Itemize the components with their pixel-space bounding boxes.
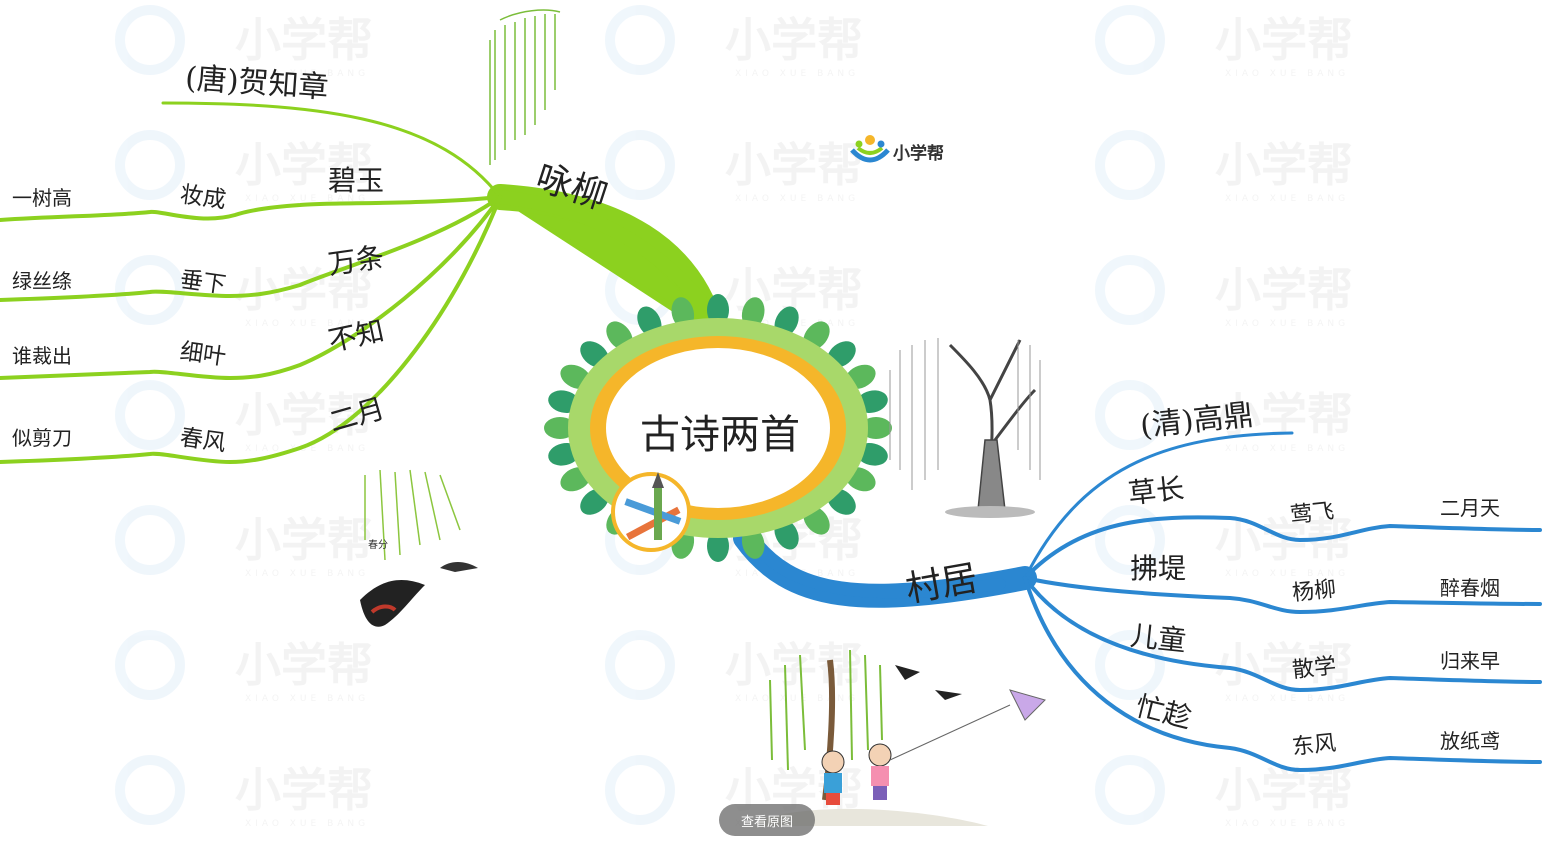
poem2-labels: 村居 (清)高鼎 草长 莺飞 二月天 拂堤 杨柳 醉春烟 儿童 散学 归来早 忙… [903,398,1500,761]
poem2-title: 村居 [903,558,981,611]
poem2-branches [733,431,1542,773]
poem1-line4-third: 似剪刀 [12,426,72,450]
author-branch-line-2 [1023,431,1294,580]
poem1-line3-first: 不知 [325,314,387,358]
view-original-button[interactable]: 查看原图 [719,804,815,836]
center-node: 古诗两首 [544,294,892,562]
poem2-line1-second: 莺飞 [1289,499,1335,528]
logo-mark-icon [850,135,890,163]
poem1-line2-second: 垂下 [178,267,227,299]
poem2-line2-first: 拂堤 [1130,552,1186,585]
center-petal [707,294,729,326]
poem1-line3-third: 谁裁出 [12,344,72,368]
author-branch-line [161,101,502,199]
center-title: 古诗两首 [640,412,800,458]
swallow-illustration: 春分 [360,469,478,627]
poem2-line2-third: 醉春烟 [1440,576,1500,600]
poem2-line4-third: 放纸鸢 [1440,729,1500,753]
poem2-line4-first: 忙趁 [1133,689,1195,735]
poem2-line3-first: 儿童 [1129,619,1188,658]
poem2-line3-third: 归来早 [1440,649,1500,673]
center-petal [707,530,729,562]
kite-icon [1009,689,1046,721]
willow-tree-illustration [889,338,1041,518]
poem2-line1-third: 二月天 [1440,496,1500,520]
logo-text: 小学帮 [893,143,944,164]
brush-icon [611,472,691,552]
poem2-line2-second: 杨柳 [1291,577,1337,606]
center-petal [544,417,576,439]
poem2-line1-first: 草长 [1127,472,1186,511]
spring-equinox-label: 春分 [368,539,388,551]
poem1-branches [0,101,725,465]
poem1-line2-third: 绿丝绦 [12,269,72,293]
poem1-line4-second: 春风 [178,425,227,457]
poem2-line4-second: 东风 [1291,731,1337,760]
poem1-line1-first: 碧玉 [328,164,384,197]
center-petal [860,417,892,439]
poem2-line3-second: 散学 [1291,654,1337,683]
logo: 小学帮 [850,135,944,164]
willow-branch-illustration [489,9,561,165]
poem1-line1-second: 妆成 [178,182,227,214]
poem1-labels: 咏柳 (唐)贺知章 碧玉 妆成 一树高 万条 垂下 绿丝绦 不知 细叶 谁裁出 … [12,61,612,457]
children-kite-illustration [760,649,1046,826]
poem1-line4-first: 二月 [325,392,388,439]
poem1-line3-second: 细叶 [178,339,227,371]
poem1-line1-third: 一树高 [12,186,72,210]
poem1-author: (唐)贺知章 [184,61,330,106]
poem1-line2-first: 万条 [326,241,386,281]
